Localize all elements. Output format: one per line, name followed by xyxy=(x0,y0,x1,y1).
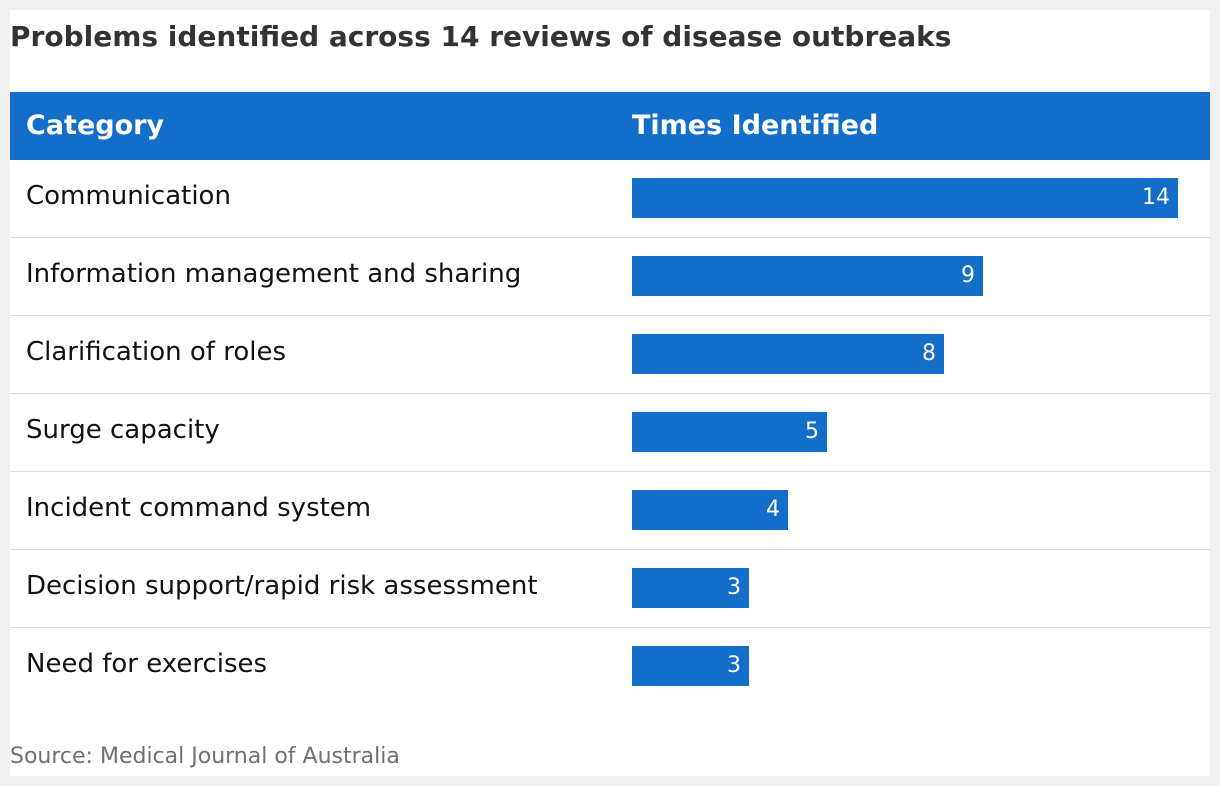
table-row: Incident command system 4 xyxy=(10,472,1210,550)
category-label: Information management and sharing xyxy=(26,259,522,289)
category-label: Decision support/rapid risk assessment xyxy=(26,571,538,601)
table-row: Clarification of roles 8 xyxy=(10,316,1210,394)
source-note: Source: Medical Journal of Australia xyxy=(10,744,400,769)
bar: 9 xyxy=(632,256,983,296)
bar-track: 5 xyxy=(632,412,1178,452)
bar-value-label: 3 xyxy=(727,575,741,600)
bar-value-label: 4 xyxy=(766,497,780,522)
chart-card: Problems identified across 14 reviews of… xyxy=(10,10,1210,776)
header-times-identified: Times Identified xyxy=(632,110,879,141)
chart-title: Problems identified across 14 reviews of… xyxy=(10,20,952,53)
table-row: Information management and sharing 9 xyxy=(10,238,1210,316)
category-label: Incident command system xyxy=(26,493,372,523)
category-label: Need for exercises xyxy=(26,649,268,679)
bar-value-label: 8 xyxy=(922,341,936,366)
bar: 14 xyxy=(632,178,1178,218)
header-category: Category xyxy=(26,110,165,141)
bar-value-label: 3 xyxy=(727,653,741,678)
bar-value-label: 9 xyxy=(961,263,975,288)
bar-track: 3 xyxy=(632,568,1178,608)
bar-table: Category Times Identified Communication 1… xyxy=(10,92,1210,705)
category-label: Communication xyxy=(26,181,231,211)
table-row: Need for exercises 3 xyxy=(10,628,1210,705)
bar-track: 9 xyxy=(632,256,1178,296)
bar-track: 4 xyxy=(632,490,1178,530)
category-label: Clarification of roles xyxy=(26,337,287,367)
bar-value-label: 5 xyxy=(805,419,819,444)
table-row: Surge capacity 5 xyxy=(10,394,1210,472)
bar-track: 8 xyxy=(632,334,1178,374)
table-row: Communication 14 xyxy=(10,160,1210,238)
bar: 3 xyxy=(632,568,749,608)
bar: 4 xyxy=(632,490,788,530)
table-header: Category Times Identified xyxy=(10,92,1210,160)
bar: 8 xyxy=(632,334,944,374)
table-body: Communication 14 Information management an… xyxy=(10,160,1210,705)
bar: 5 xyxy=(632,412,827,452)
bar-value-label: 14 xyxy=(1142,185,1170,210)
bar-track: 14 xyxy=(632,178,1178,218)
bar-track: 3 xyxy=(632,646,1178,686)
bar: 3 xyxy=(632,646,749,686)
table-row: Decision support/rapid risk assessment 3 xyxy=(10,550,1210,628)
category-label: Surge capacity xyxy=(26,415,220,445)
